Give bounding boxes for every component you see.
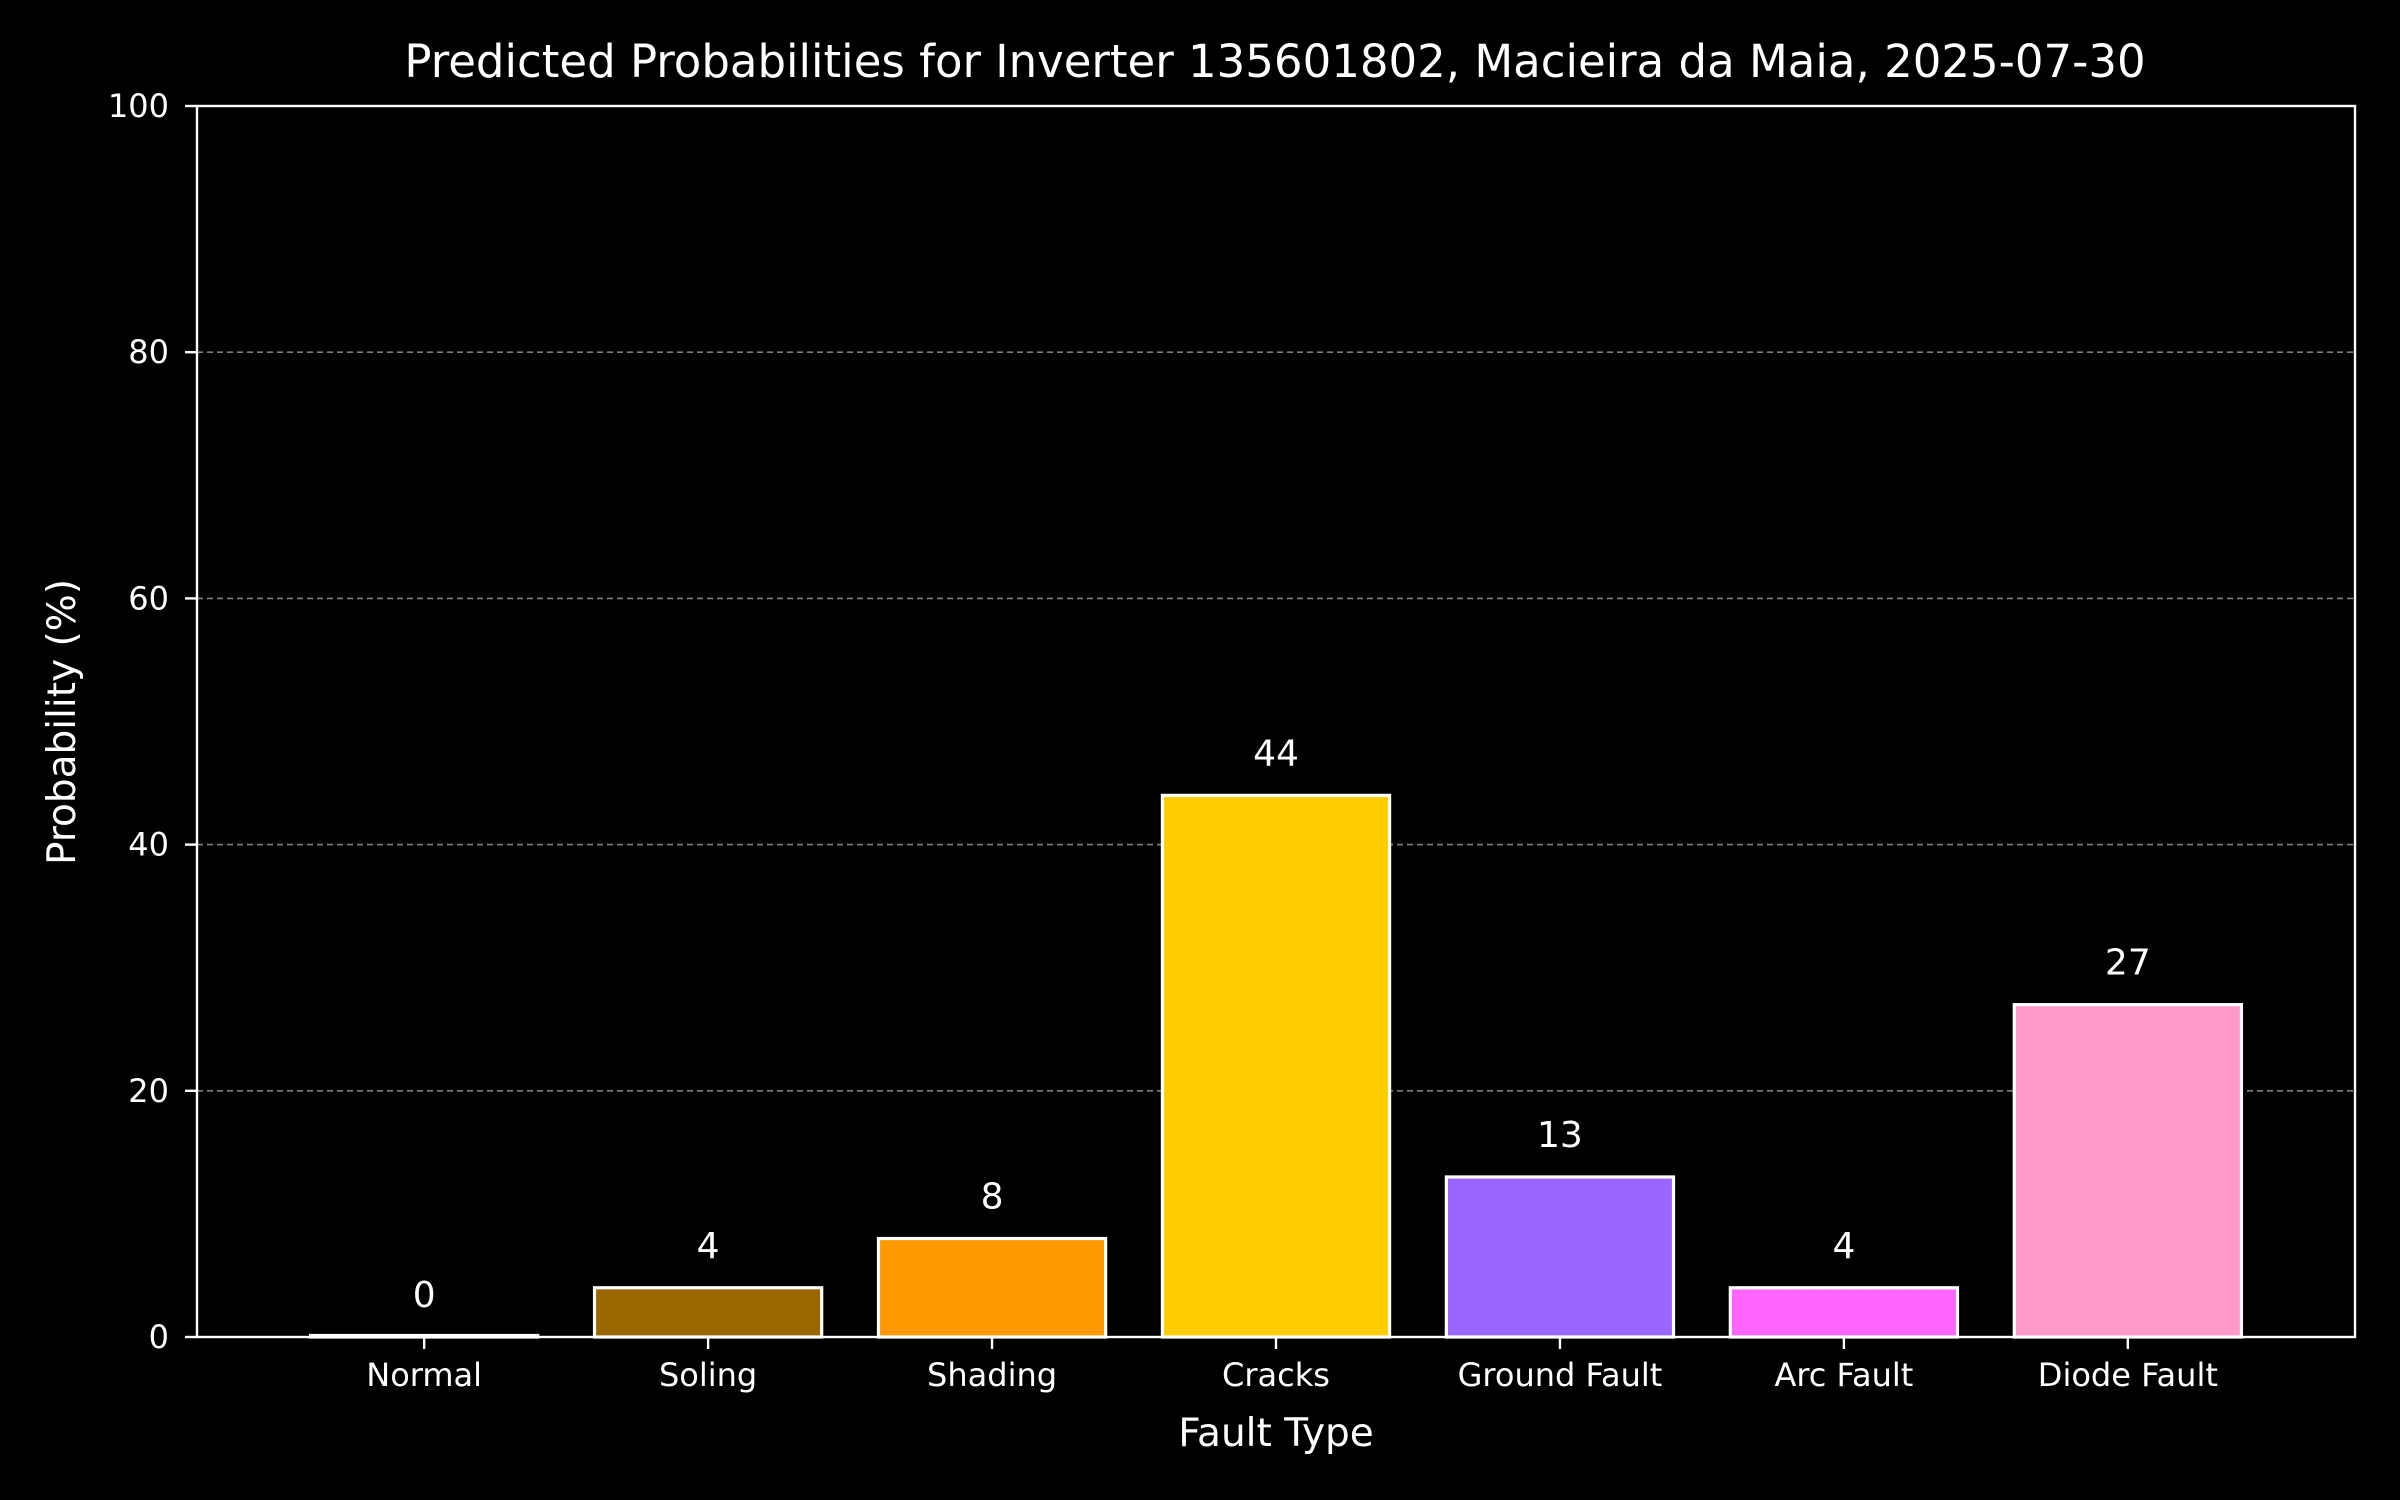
y-tick-label: 60 — [128, 579, 169, 617]
bar-shading — [876, 1236, 1108, 1339]
y-tick-label: 20 — [128, 1072, 169, 1110]
bar-arc-fault — [1728, 1286, 1960, 1339]
y-tick-label: 0 — [149, 1318, 169, 1356]
data-label: 8 — [981, 1177, 1004, 1218]
data-label: 0 — [413, 1275, 436, 1316]
data-label: 4 — [697, 1226, 720, 1267]
bar-cracks — [1160, 793, 1392, 1339]
axes: Normal Soling Shading Cracks Ground Fault Arc… — [108, 87, 2357, 1394]
x-tick-label: Diode Fault — [2038, 1356, 2218, 1394]
x-tick-label: Soling — [659, 1356, 757, 1394]
data-labels: 0 4 8 44 13 4 27 — [413, 733, 2151, 1316]
bar-soling — [592, 1286, 824, 1339]
x-axis-label: Fault Type — [1178, 1411, 1374, 1456]
x-tick-label: Shading — [927, 1356, 1057, 1394]
x-tick-label: Cracks — [1222, 1356, 1330, 1394]
bar-diode-fault — [2012, 1003, 2244, 1339]
y-tick-label: 100 — [108, 87, 169, 125]
x-tick-label: Arc Fault — [1774, 1356, 1913, 1394]
data-label: 4 — [1832, 1226, 1855, 1267]
x-tick-label: Ground Fault — [1458, 1356, 1663, 1394]
y-tick-label: 80 — [128, 333, 169, 371]
bars — [308, 793, 2244, 1339]
data-label: 13 — [1537, 1115, 1583, 1156]
x-tick-label: Normal — [366, 1356, 482, 1394]
bar-ground-fault — [1444, 1175, 1676, 1339]
data-label: 27 — [2105, 943, 2151, 984]
data-label: 44 — [1253, 733, 1299, 774]
y-axis-label: Probability (%) — [40, 579, 85, 865]
y-tick-label: 40 — [128, 826, 169, 864]
plot-frame — [195, 104, 2357, 1339]
chart-title: Predicted Probabilities for Inverter 135… — [404, 35, 2145, 88]
